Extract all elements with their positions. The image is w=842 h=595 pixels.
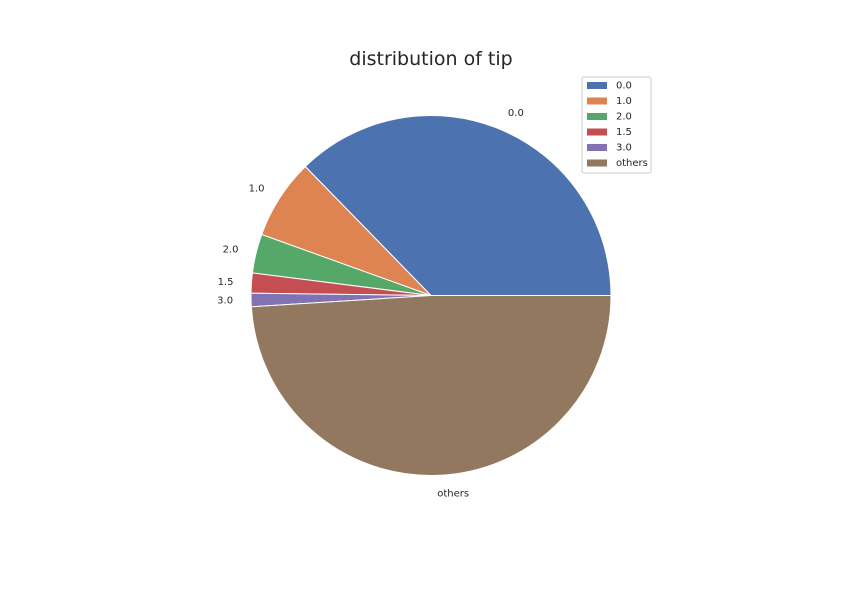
legend-swatch (587, 113, 607, 120)
slice-label: others (437, 488, 469, 499)
legend-label: 1.0 (616, 96, 632, 107)
legend-label: 1.5 (616, 127, 632, 138)
slice-label: 1.0 (249, 183, 265, 194)
legend-label: others (616, 158, 648, 169)
chart-title: distribution of tip (349, 48, 512, 70)
pie-slice (304, 115, 612, 296)
slice-label: 2.0 (223, 244, 239, 255)
pie-slices (250, 115, 612, 476)
legend: 0.0 1.0 2.0 1.5 3.0 others (581, 76, 652, 174)
pie-slice (250, 295, 612, 476)
pie-labels: 0.0 1.0 2.0 1.5 3.0 others (217, 108, 524, 499)
slice-label: 1.5 (218, 277, 234, 288)
slice-label: 0.0 (508, 108, 524, 119)
legend-swatch (587, 128, 607, 136)
legend-label: 2.0 (616, 112, 632, 123)
legend-swatch (587, 97, 607, 105)
legend-label: 3.0 (616, 143, 632, 154)
slice-label: 3.0 (217, 295, 233, 306)
legend-swatch (587, 159, 607, 167)
legend-swatch (587, 82, 607, 89)
legend-label: 0.0 (616, 81, 632, 92)
legend-swatch (587, 144, 607, 151)
